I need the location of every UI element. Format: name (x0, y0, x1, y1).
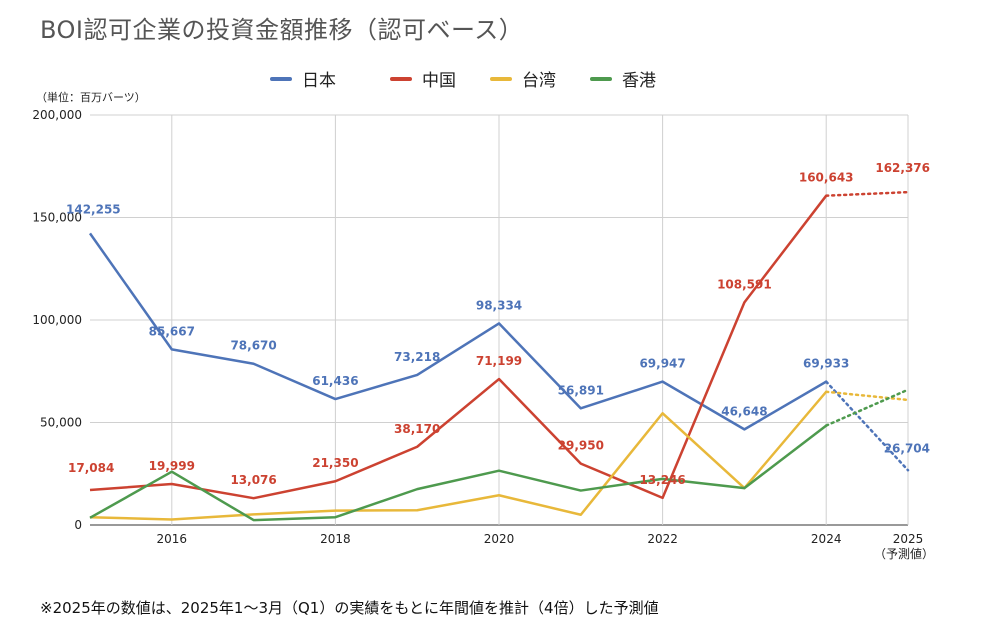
series-line-日本 (88, 232, 827, 431)
x-tick-label: 2024 (811, 532, 842, 546)
data-label: 98,334 (476, 298, 522, 312)
data-label: 56,891 (558, 383, 604, 397)
data-label: 78,670 (230, 339, 276, 353)
legend-label: 台湾 (522, 71, 556, 91)
y-tick-label: 200,000 (32, 108, 82, 122)
data-label: 17,084 (68, 461, 114, 475)
legend-item: 台湾 (490, 66, 556, 91)
line-chart: 0 50,000 100,000 150,000 200,000 2016 2018 2020… (32, 108, 934, 561)
y-tick-label: 0 (74, 518, 82, 532)
data-label: 69,933 (803, 357, 849, 371)
data-label: 13,246 (639, 473, 685, 487)
data-label: 26,704 (884, 441, 930, 455)
y-tick-label: 100,000 (32, 313, 82, 327)
legend-label: 日本 (302, 71, 336, 91)
y-tick-label: 150,000 (32, 211, 82, 225)
x-tick-sublabel: （予測値） (874, 546, 934, 561)
y-tick-label: 50,000 (40, 416, 82, 430)
forecast-line-中国 (824, 190, 910, 197)
legend-swatch (270, 76, 292, 81)
series-line-台湾 (89, 390, 828, 521)
legend-item: 中国 (390, 66, 456, 91)
data-label: 85,667 (149, 324, 195, 338)
x-tick-label: 2018 (320, 532, 351, 546)
forecast-line-日本 (824, 380, 910, 472)
legend-swatch (390, 76, 412, 81)
unit-label: （単位：百万バーツ） (36, 91, 146, 104)
legend-item: 香港 (590, 66, 656, 91)
data-label: 160,643 (799, 171, 854, 185)
data-label: 142,255 (66, 202, 121, 216)
data-label: 162,376 (875, 161, 930, 175)
data-label: 38,170 (394, 422, 440, 436)
data-label: 46,648 (721, 404, 767, 418)
footnote: ※2025年の数値は、2025年1〜3月（Q1）の実績をもとに年間値を推計（4倍… (40, 599, 659, 617)
forecast-line-台湾 (824, 390, 910, 402)
data-label: 108,591 (717, 277, 772, 291)
data-label: 13,076 (230, 473, 276, 487)
x-tick-label: 2016 (157, 532, 188, 546)
data-label: 73,218 (394, 350, 440, 364)
legend-item: 日本 (270, 66, 336, 91)
legend-swatch (590, 76, 612, 81)
legend: 日本 中国 台湾 香港 (0, 66, 986, 92)
forecast-line-香港 (824, 388, 910, 427)
legend-swatch (490, 76, 512, 81)
series-line-中国 (89, 194, 828, 500)
data-label: 29,950 (558, 439, 604, 453)
chart-title: BOI認可企業の投資金額推移（認可ベース） (40, 16, 524, 44)
x-tick-label: 2025 (893, 532, 924, 546)
data-label: 69,947 (639, 357, 685, 371)
legend-label: 香港 (622, 71, 656, 91)
series-line-香港 (89, 424, 827, 522)
data-label: 71,199 (476, 354, 522, 368)
x-tick-label: 2022 (647, 532, 678, 546)
legend-label: 中国 (422, 71, 456, 91)
data-label: 61,436 (312, 374, 358, 388)
x-tick-label: 2020 (484, 532, 515, 546)
data-label: 19,999 (149, 459, 195, 473)
data-label: 21,350 (312, 456, 358, 470)
